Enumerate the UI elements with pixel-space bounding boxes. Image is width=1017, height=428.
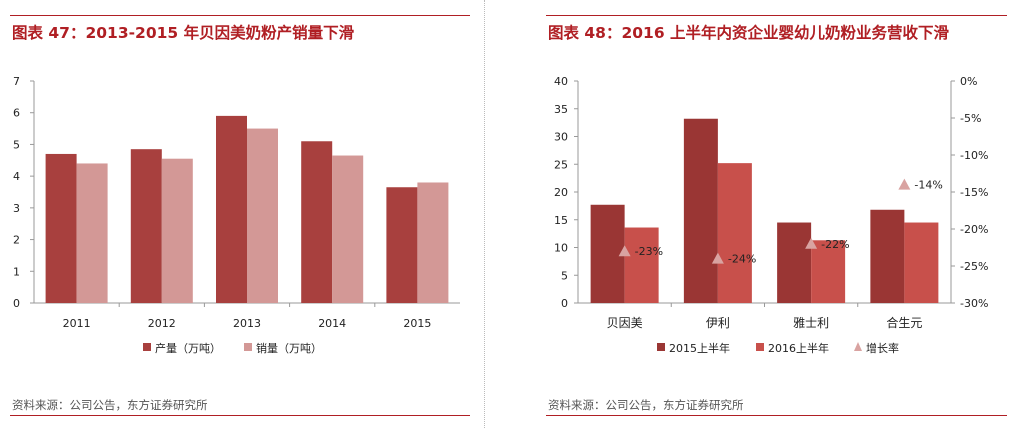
bar-sales bbox=[247, 128, 278, 303]
y-tick-label: 20 bbox=[554, 186, 568, 199]
y-tick-label: 40 bbox=[554, 75, 568, 88]
y-tick-label: 5 bbox=[561, 269, 568, 282]
top-rule bbox=[546, 15, 1007, 16]
x-tick-label: 2012 bbox=[148, 317, 176, 330]
y2-tick-label: -30% bbox=[960, 297, 988, 310]
growth-data-label: -23% bbox=[635, 245, 663, 258]
growth-marker bbox=[618, 245, 631, 257]
y-tick-label: 10 bbox=[554, 242, 568, 255]
legend-label: 2015上半年 bbox=[669, 341, 730, 355]
source-note-left: 资料来源：公司公告，东方证券研究所 bbox=[12, 398, 208, 412]
legend-swatch bbox=[756, 343, 764, 351]
bar-sales bbox=[417, 182, 449, 303]
chart-title-right: 图表 48：2016 上半年内资企业婴幼儿奶粉业务营收下滑 bbox=[548, 24, 950, 42]
growth-data-label: -22% bbox=[821, 238, 849, 251]
bottom-rule bbox=[10, 415, 470, 416]
growth-data-label: -14% bbox=[914, 179, 942, 192]
y2-tick-label: -5% bbox=[960, 112, 981, 125]
x-tick-label: 伊利 bbox=[706, 316, 730, 330]
x-tick-label: 2013 bbox=[233, 317, 261, 330]
x-tick-label: 2015 bbox=[403, 317, 431, 330]
bar-h1-2015 bbox=[683, 118, 718, 304]
y-tick-label: 5 bbox=[13, 138, 20, 151]
y2-tick-label: 0% bbox=[960, 75, 977, 88]
bar-h1-2016 bbox=[811, 240, 846, 303]
bar-h1-2016 bbox=[904, 222, 939, 303]
bar-production bbox=[130, 149, 162, 303]
bar-production bbox=[386, 187, 418, 303]
y-tick-label: 3 bbox=[13, 202, 20, 215]
chart-title-left: 图表 47：2013-2015 年贝因美奶粉产销量下滑 bbox=[12, 24, 355, 42]
y-tick-label: 0 bbox=[561, 297, 568, 310]
y-tick-label: 0 bbox=[13, 297, 20, 310]
bar-h1-2015 bbox=[777, 222, 812, 303]
bar-production bbox=[216, 115, 247, 303]
legend-swatch bbox=[244, 343, 252, 351]
bar-production bbox=[45, 153, 77, 303]
legend-label: 销量（万吨） bbox=[256, 341, 322, 355]
growth-data-label: -24% bbox=[728, 253, 756, 266]
y2-tick-label: -25% bbox=[960, 260, 988, 273]
bar-sales bbox=[332, 155, 364, 303]
x-tick-label: 2014 bbox=[318, 317, 346, 330]
revenue-growth-chart: 0 5 10 15 20 25 30 35 40 -30% -25% -20% -15% -10% -5% 0… bbox=[554, 75, 988, 355]
y-tick-label: 15 bbox=[554, 214, 568, 227]
growth-marker bbox=[711, 252, 724, 264]
bar-h1-2015 bbox=[870, 209, 905, 303]
legend-swatch bbox=[854, 342, 862, 351]
bar-sales bbox=[161, 158, 193, 303]
bar-sales bbox=[76, 163, 108, 303]
bar-h1-2016 bbox=[717, 163, 752, 303]
right-panel: 图表 48：2016 上半年内资企业婴幼儿奶粉业务营收下滑 0 5 10 15 20 25… bbox=[536, 0, 1017, 428]
y-tick-label: 6 bbox=[13, 107, 20, 120]
y-tick-label: 25 bbox=[554, 158, 568, 171]
bar-production bbox=[301, 141, 333, 303]
legend-swatch bbox=[143, 343, 151, 351]
y-tick-label: 1 bbox=[13, 265, 20, 278]
y-tick-label: 4 bbox=[13, 170, 20, 183]
y-tick-label: 7 bbox=[13, 75, 20, 88]
y2-tick-label: -10% bbox=[960, 149, 988, 162]
legend-label: 产量（万吨） bbox=[155, 341, 221, 355]
bar-h1-2016 bbox=[624, 227, 659, 303]
top-rule bbox=[10, 15, 470, 16]
y-tick-label: 30 bbox=[554, 131, 568, 144]
y-tick-label: 35 bbox=[554, 103, 568, 116]
y2-tick-label: -15% bbox=[960, 186, 988, 199]
y2-tick-label: -20% bbox=[960, 223, 988, 236]
left-panel: 图表 47：2013-2015 年贝因美奶粉产销量下滑 0 1 2 3 4 5 6 7 2011… bbox=[0, 0, 480, 428]
bottom-rule bbox=[546, 415, 1007, 416]
source-note-right: 资料来源：公司公告，东方证券研究所 bbox=[548, 398, 744, 412]
panel-divider bbox=[484, 0, 485, 428]
x-tick-label: 2011 bbox=[63, 317, 91, 330]
production-sales-chart: 0 1 2 3 4 5 6 7 2011 2012 2013 2014 2015 产量（万吨） 销量（万吨） bbox=[13, 75, 460, 355]
growth-marker bbox=[805, 237, 818, 249]
bar-h1-2015 bbox=[590, 204, 625, 303]
legend-label: 增长率 bbox=[866, 341, 899, 355]
legend-label: 2016上半年 bbox=[768, 341, 829, 355]
y-tick-label: 2 bbox=[13, 234, 20, 247]
growth-marker bbox=[898, 178, 911, 190]
x-tick-label: 雅士利 bbox=[793, 315, 829, 330]
x-tick-label: 合生元 bbox=[886, 315, 922, 330]
x-tick-label: 贝因美 bbox=[607, 316, 643, 330]
legend-swatch bbox=[657, 343, 665, 351]
